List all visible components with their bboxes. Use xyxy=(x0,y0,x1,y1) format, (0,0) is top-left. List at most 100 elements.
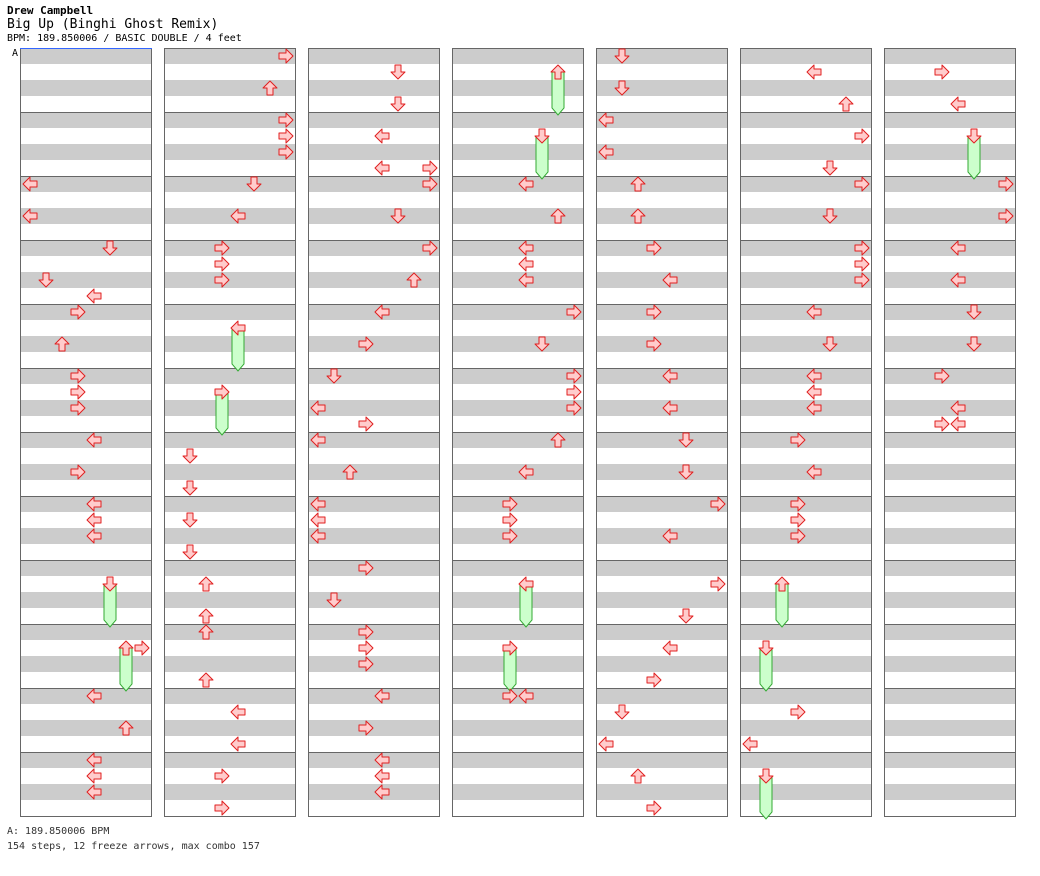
step-arrow-down xyxy=(182,480,198,496)
measure-frame xyxy=(452,752,584,817)
measure-frame xyxy=(596,752,728,817)
beat-stripe xyxy=(596,720,728,736)
step-arrow-left xyxy=(518,240,534,256)
beat-stripe xyxy=(308,432,440,448)
step-arrow-down xyxy=(326,592,342,608)
step-arrow-left xyxy=(86,288,102,304)
step-arrow-right xyxy=(278,112,294,128)
beat-stripe xyxy=(452,784,584,800)
step-arrow-down xyxy=(614,704,630,720)
beat-stripe xyxy=(884,656,1016,672)
beat-stripe xyxy=(596,336,728,352)
step-arrow-left xyxy=(742,736,758,752)
step-arrow-right xyxy=(358,336,374,352)
step-arrow-left xyxy=(662,272,678,288)
beat-stripe xyxy=(20,656,152,672)
chart-column xyxy=(596,48,728,817)
beat-stripe xyxy=(308,48,440,64)
beat-stripe xyxy=(164,624,296,640)
beat-stripe xyxy=(20,144,152,160)
step-arrow-right xyxy=(70,384,86,400)
freeze-arrow-head xyxy=(118,640,134,656)
beat-stripe xyxy=(164,688,296,704)
beat-stripe xyxy=(740,720,872,736)
step-arrow-right xyxy=(998,208,1014,224)
step-arrow-down xyxy=(38,272,54,288)
step-arrow-left xyxy=(950,240,966,256)
beat-stripe xyxy=(452,272,584,288)
step-arrow-down xyxy=(390,208,406,224)
step-arrow-up xyxy=(198,576,214,592)
beat-stripe xyxy=(452,400,584,416)
beat-stripe xyxy=(20,272,152,288)
beat-stripe xyxy=(596,48,728,64)
chart-header: Drew Campbell Big Up (Binghi Ghost Remix… xyxy=(7,4,242,44)
step-arrow-right xyxy=(70,400,86,416)
beat-stripe xyxy=(20,592,152,608)
step-arrow-down xyxy=(678,432,694,448)
freeze-arrow-head xyxy=(758,768,774,784)
step-arrow-left xyxy=(662,640,678,656)
author-name: Drew Campbell xyxy=(7,4,94,17)
beat-stripe xyxy=(164,240,296,256)
beat-stripe xyxy=(596,112,728,128)
step-arrow-right xyxy=(790,512,806,528)
beat-stripe xyxy=(308,496,440,512)
beat-stripe xyxy=(884,496,1016,512)
beat-stripe xyxy=(164,784,296,800)
beat-stripe xyxy=(884,560,1016,576)
beat-stripe xyxy=(164,592,296,608)
beat-stripe xyxy=(884,240,1016,256)
beat-stripe xyxy=(452,368,584,384)
beat-stripe xyxy=(740,304,872,320)
step-arrow-down xyxy=(678,464,694,480)
beat-stripe xyxy=(452,592,584,608)
step-arrow-left xyxy=(518,688,534,704)
step-arrow-left xyxy=(230,208,246,224)
beat-stripe xyxy=(308,176,440,192)
step-arrow-right xyxy=(502,528,518,544)
beat-stripe xyxy=(308,80,440,96)
beat-stripe xyxy=(740,624,872,640)
beat-stripe xyxy=(164,400,296,416)
beat-stripe xyxy=(308,208,440,224)
step-arrow-up xyxy=(198,624,214,640)
step-arrow-right xyxy=(358,640,374,656)
beat-stripe xyxy=(884,592,1016,608)
step-arrow-left xyxy=(806,304,822,320)
beat-stripe xyxy=(452,48,584,64)
step-arrow-right xyxy=(566,384,582,400)
beat-stripe xyxy=(164,464,296,480)
beat-stripe xyxy=(740,528,872,544)
step-arrow-left xyxy=(310,400,326,416)
chart-column xyxy=(164,48,296,817)
bpm-marker-label: A xyxy=(12,48,19,59)
step-arrow-left xyxy=(806,464,822,480)
beat-stripe xyxy=(596,496,728,512)
freeze-arrow-head xyxy=(774,576,790,592)
step-arrow-right xyxy=(134,640,150,656)
beat-stripe xyxy=(20,432,152,448)
beat-stripe xyxy=(20,304,152,320)
step-arrow-down xyxy=(822,208,838,224)
freeze-arrow-head xyxy=(230,320,246,336)
step-arrow-left xyxy=(230,736,246,752)
step-arrow-left xyxy=(518,464,534,480)
step-arrow-right xyxy=(358,624,374,640)
beat-stripe xyxy=(164,496,296,512)
step-arrow-right xyxy=(278,128,294,144)
beat-stripe xyxy=(740,176,872,192)
step-arrow-down xyxy=(614,48,630,64)
step-arrow-left xyxy=(598,736,614,752)
step-arrow-down xyxy=(534,336,550,352)
song-title: Big Up (Binghi Ghost Remix) xyxy=(7,17,219,32)
beat-stripe xyxy=(740,400,872,416)
step-arrow-left xyxy=(950,272,966,288)
chart-column xyxy=(308,48,440,817)
step-arrow-left xyxy=(374,768,390,784)
step-arrow-up xyxy=(118,720,134,736)
chart-column xyxy=(740,48,872,817)
beat-stripe xyxy=(164,368,296,384)
beat-stripe xyxy=(20,336,152,352)
step-arrow-right xyxy=(214,768,230,784)
